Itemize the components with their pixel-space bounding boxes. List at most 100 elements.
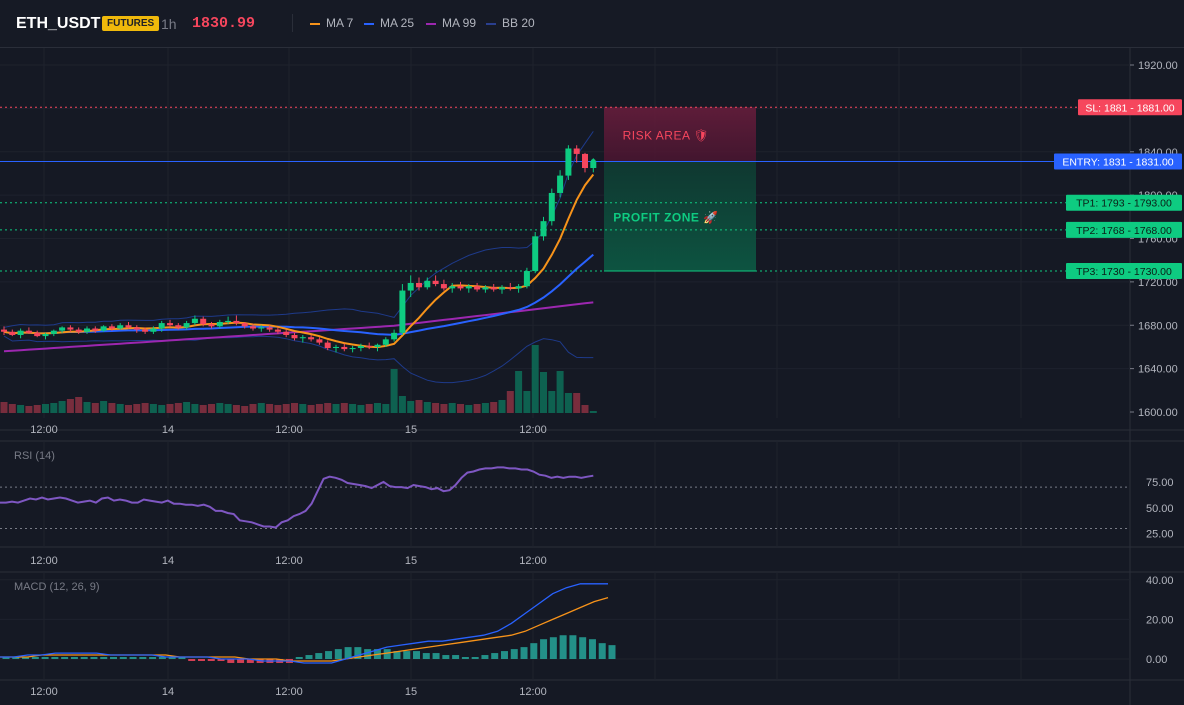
macd-histogram-bar [90,657,98,659]
candle-body [424,280,431,288]
timeframe-label[interactable]: 1h [161,16,177,32]
candle-body [108,326,115,329]
macd-histogram-bar [178,657,186,659]
level-tag-text: TP3: 1730 - 1730.00 [1076,266,1172,278]
candle-body [250,326,256,329]
volume-bar [241,406,249,413]
last-price-dot [590,159,596,165]
level-tag-text: TP2: 1768 - 1768.00 [1076,225,1172,237]
volume-bar [125,405,132,413]
volume-bar [481,403,489,413]
candle-body [266,327,273,330]
candle-body [200,318,207,325]
candle-body [208,324,215,327]
volume-bar [382,404,390,413]
candle-body [167,323,173,326]
price-axis-label: 1600.00 [1138,407,1178,419]
candle-body [67,327,74,330]
macd-histogram-bar [207,659,215,661]
volume-bar [257,403,265,413]
volume-bar [0,402,8,413]
macd-histogram-bar [139,657,147,659]
macd-histogram-bar [197,659,205,661]
candle-body [241,323,248,327]
level-tag-tp-2 [1066,194,1182,211]
candle-body [333,346,339,349]
header-divider [292,14,293,32]
macd-histogram-bar [41,657,49,659]
volume-bar [540,372,547,413]
candle-body [324,342,331,349]
bb-upper-line [3,131,594,328]
candle-body [357,345,364,349]
volume-bar [266,404,274,413]
time-axis-label: 15 [405,686,417,698]
candle-body [590,161,597,169]
candle-body [9,331,16,336]
candle-body [225,320,232,322]
macd-histogram-bar [31,657,39,659]
candle-body [133,327,140,330]
legend-bb20[interactable]: BB 20 [486,16,535,30]
candle-body [1,329,7,332]
volume-bar [581,405,589,413]
candle-body [150,328,157,332]
candle-body [391,332,398,340]
candle-body [565,148,572,176]
macd-histogram-bar [364,649,372,659]
candle-body [465,286,472,289]
candle-body [34,332,41,337]
candle-body [490,287,497,290]
volume-bar [216,403,224,413]
macd-histogram-bar [119,657,127,659]
macd-histogram-bar [422,653,430,659]
candle-body [25,330,32,333]
candle-body [449,286,456,289]
volume-bar [515,371,523,413]
volume-bar [8,404,16,413]
level-tag-sl-0 [1078,99,1182,116]
volume-bar [357,405,365,413]
candle-body [291,335,298,339]
volume-bar [291,403,298,413]
time-axis-label: 12:00 [275,555,303,567]
macd-histogram-bar [227,659,235,663]
legend-ma99[interactable]: MA 99 [426,16,476,30]
legend-ma25[interactable]: MA 25 [364,16,414,30]
volume-bar [315,404,323,413]
volume-bar [199,405,207,413]
volume-bar [407,401,415,413]
volume-bar [498,400,506,413]
volume-bar [465,405,473,413]
candle-body [50,330,57,334]
candle-body [42,333,49,337]
macd-histogram-bar [168,657,176,659]
price-axis-label: 1680.00 [1138,320,1178,332]
legend-ma7-label: MA 7 [326,16,354,30]
macd-histogram-bar [393,651,401,659]
macd-axis-label: 0.00 [1146,654,1167,666]
time-axis-label: 12:00 [30,555,58,567]
candle-body [366,345,373,347]
volume-bar [75,397,83,413]
symbol-name[interactable]: ETH_USDT [16,15,101,32]
volume-bar [58,401,66,413]
macd-histogram-bar [403,651,411,659]
macd-histogram-bar [315,653,323,659]
rsi-axis-label: 25.00 [1146,529,1174,541]
macd-histogram-bar [413,651,421,659]
candle-body [399,290,406,333]
time-axis-label: 12:00 [275,424,303,436]
legend-ma7[interactable]: MA 7 [310,16,353,30]
candle-body [507,287,514,289]
candle-body [499,287,505,290]
time-axis-label: 14 [162,424,174,436]
level-tag-tp-3 [1066,221,1182,238]
candle-body [59,327,66,331]
profit-zone-label: PROFIT ZONE 🚀 [613,211,718,225]
candle-body [582,153,588,169]
candle-body [382,339,389,345]
volume-bar [531,345,539,413]
macd-histogram-bar [432,653,440,659]
